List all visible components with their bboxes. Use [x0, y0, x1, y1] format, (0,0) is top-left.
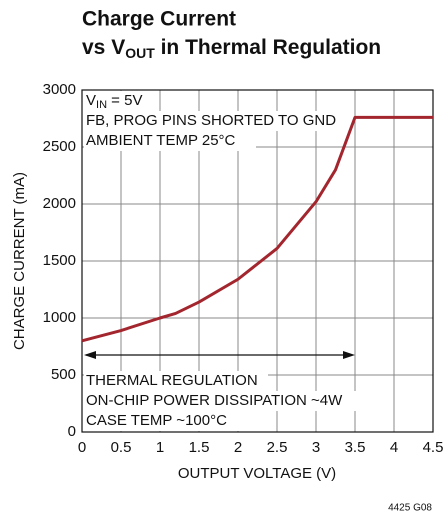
y-tick-label: 2000	[43, 195, 76, 212]
x-tick-label: 4.5	[423, 439, 444, 456]
annotation-part: = 5V	[107, 92, 142, 109]
annotation: THERMAL REGULATION	[86, 372, 258, 389]
annotation: CASE TEMP ~100°C	[86, 412, 227, 429]
bg	[84, 411, 244, 431]
x-tick-label: 1.5	[189, 439, 210, 456]
bg	[84, 91, 154, 111]
x-tick-label: 2.5	[267, 439, 288, 456]
x-tick-label: 0.5	[111, 439, 132, 456]
x-tick-label: 3	[312, 439, 320, 456]
y-tick-label: 1500	[43, 252, 76, 269]
plot	[81, 115, 433, 343]
footnote: 4425 G08	[388, 503, 432, 514]
x-axis-label: OUTPUT VOLTAGE (V)	[178, 465, 336, 482]
annotation: FB, PROG PINS SHORTED TO GND	[86, 112, 336, 129]
x-tick-label: 4	[390, 439, 398, 456]
title-part: vs V	[82, 36, 125, 59]
annotation: AMBIENT TEMP 25°C	[86, 132, 236, 149]
arrow-head	[84, 351, 96, 359]
bg	[84, 111, 354, 131]
chart-title-line1: Charge Current	[82, 8, 236, 31]
regulation-arrow	[84, 351, 355, 359]
series-line	[81, 115, 433, 343]
annotation-sub: IN	[96, 99, 107, 111]
bg	[84, 371, 268, 391]
title-sub: OUT	[125, 45, 155, 61]
bg	[84, 131, 256, 151]
chart-title-line2: vs VOUT in Thermal Regulation	[82, 36, 381, 61]
y-tick-label: 500	[51, 366, 76, 383]
title-part: in Thermal Regulation	[155, 36, 381, 59]
x-tick-label: 1	[156, 439, 164, 456]
y-tick-label: 0	[68, 423, 76, 440]
y-tick-label: 3000	[43, 81, 76, 98]
annotation-part: V	[86, 92, 96, 109]
x-tick-label: 0	[78, 439, 86, 456]
y-tick-label: 2500	[43, 138, 76, 155]
annotation: VIN = 5V	[86, 92, 142, 111]
annotation-backgrounds	[84, 91, 360, 431]
annotation: ON-CHIP POWER DISSIPATION ~4W	[86, 392, 343, 409]
x-tick-label: 3.5	[345, 439, 366, 456]
y-tick-label: 1000	[43, 309, 76, 326]
arrow-head	[343, 351, 355, 359]
y-axis-label: CHARGE CURRENT (mA)	[11, 172, 28, 350]
x-tick-label: 2	[234, 439, 242, 456]
plot-frame	[81, 89, 434, 433]
bg	[84, 391, 360, 411]
